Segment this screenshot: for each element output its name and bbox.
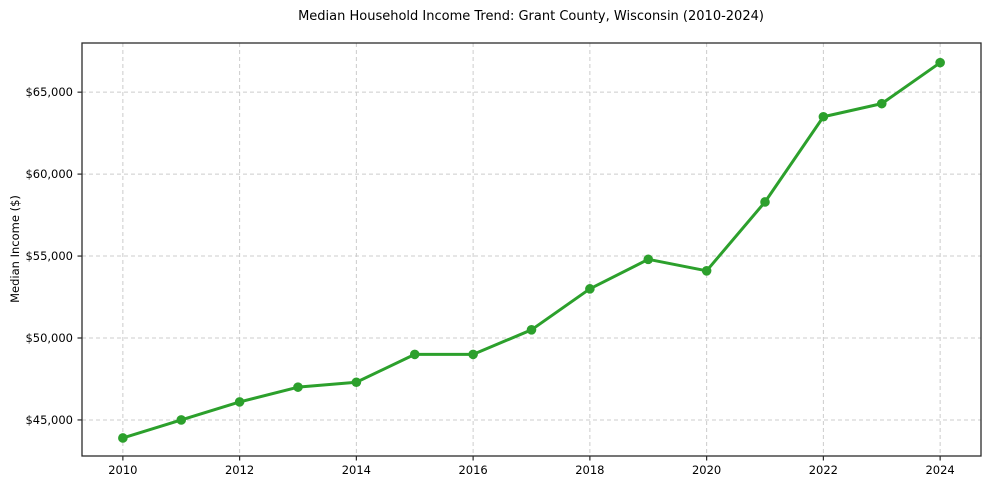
x-tick-label: 2014 [342, 463, 371, 477]
x-tick-label: 2016 [458, 463, 487, 477]
y-tick-label: $60,000 [25, 167, 73, 181]
data-point [818, 111, 829, 122]
x-tick-label: 2022 [809, 463, 838, 477]
x-tick-label: 2010 [108, 463, 137, 477]
y-tick-label: $45,000 [25, 413, 73, 427]
y-tick-label: $65,000 [25, 85, 73, 99]
data-point [409, 349, 420, 360]
data-point [760, 197, 770, 207]
x-tick-label: 2012 [225, 463, 254, 477]
data-point [468, 349, 478, 360]
data-point [935, 57, 945, 68]
plot-border [81, 42, 982, 457]
x-tick-label: 2018 [575, 463, 604, 477]
data-point [351, 377, 362, 388]
data-point [118, 433, 128, 443]
x-tick-label: 2024 [925, 463, 954, 477]
data-point [585, 284, 595, 294]
data-point [176, 415, 187, 425]
x-tick-label: 2020 [692, 463, 721, 477]
data-point [876, 98, 887, 109]
data-point [701, 266, 712, 276]
data-point [293, 382, 303, 392]
y-tick-label: $55,000 [25, 249, 73, 263]
data-point [234, 397, 245, 407]
data-point [643, 254, 654, 265]
y-tick-label: $50,000 [25, 331, 73, 345]
trend-line [121, 61, 942, 440]
data-point [526, 325, 537, 335]
chart-title: Median Household Income Trend: Grant Cou… [298, 9, 764, 24]
